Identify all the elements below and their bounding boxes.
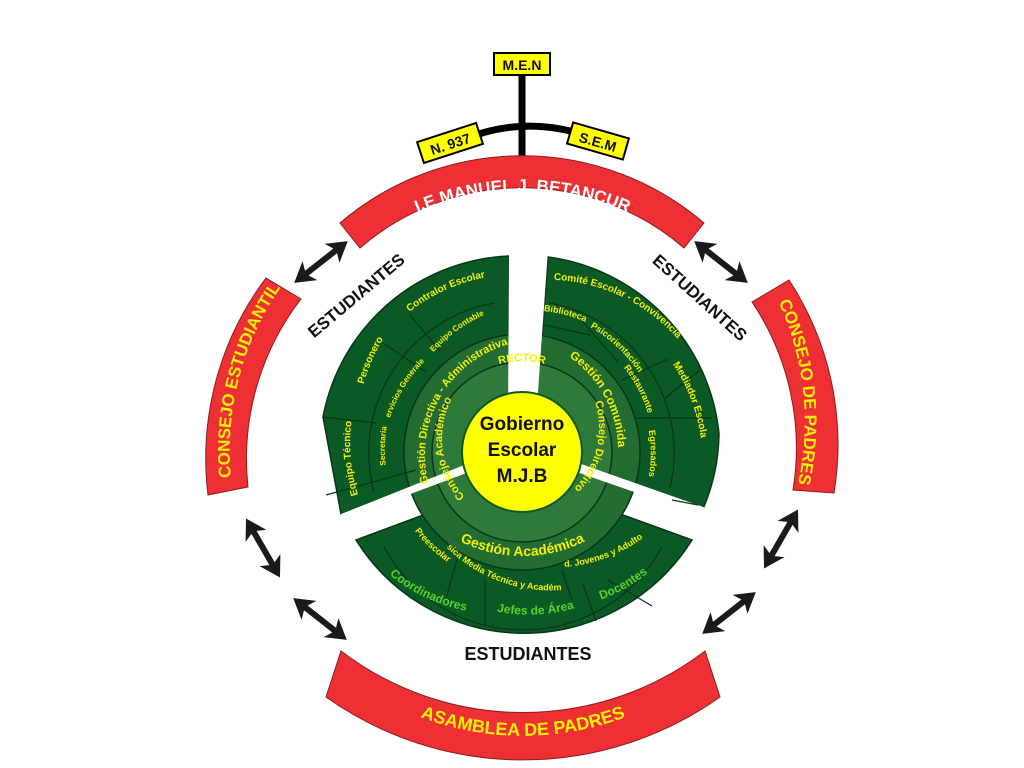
arc-left <box>205 277 302 496</box>
hierarchy-cross: M.E.N N. 937 S.E.M <box>415 52 631 165</box>
arc-right <box>751 279 839 494</box>
men-text: M.E.N <box>503 57 542 73</box>
double-arrow-icon-right-upper <box>763 509 799 569</box>
left-subring <box>368 302 495 493</box>
double-arrow-icon-top-left <box>294 241 348 283</box>
arc-top <box>339 155 705 249</box>
double-arrow-icon-left-lower <box>293 598 347 640</box>
sem-label: S.E.M <box>565 121 631 161</box>
center-line-1: Gobierno <box>480 414 564 435</box>
center-circle <box>461 391 583 513</box>
sector-dividers <box>322 314 712 626</box>
double-arrow-icon-left-upper <box>245 518 281 578</box>
students-bottom-label: ESTUDIANTES <box>464 644 591 664</box>
secretaria-label: Secretaria <box>378 425 389 466</box>
men-label: M.E.N <box>493 52 551 76</box>
center-line-3: M.J.B <box>497 466 548 487</box>
center-line-2: Escolar <box>488 440 557 461</box>
n937-label: N. 937 <box>415 121 485 165</box>
arc-bottom <box>325 650 721 761</box>
bottom-subring <box>383 546 663 631</box>
right-subring <box>548 302 675 489</box>
arrows <box>245 241 799 640</box>
double-arrow-icon-top-right <box>694 241 748 283</box>
double-arrow-icon-right-lower <box>702 592 756 634</box>
